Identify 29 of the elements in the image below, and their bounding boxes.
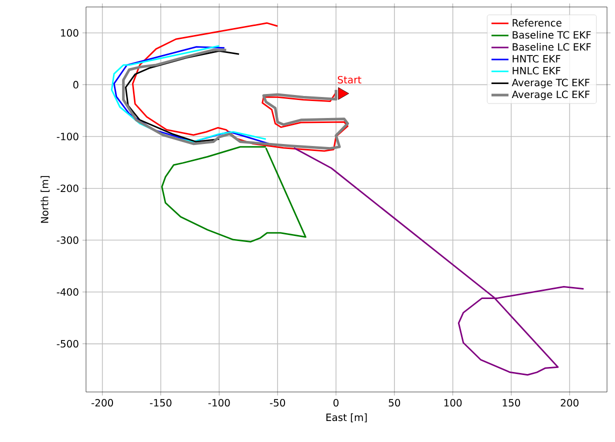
- legend-label: Baseline TC EKF: [512, 30, 591, 39]
- y-tick-label: -200: [56, 184, 78, 192]
- legend-label: Average LC EKF: [512, 90, 590, 100]
- y-tick-label: 0: [73, 80, 78, 88]
- y-tick-label: -100: [56, 132, 78, 140]
- y-tick-label: -300: [56, 236, 78, 244]
- x-tick-label: -50: [270, 398, 286, 407]
- y-axis-title: North [m]: [40, 176, 50, 223]
- line-series: [293, 147, 584, 376]
- x-tick-label: -200: [92, 398, 114, 407]
- line-series: [124, 50, 240, 142]
- x-tick-label: 100: [444, 398, 462, 407]
- x-tick-label: -100: [208, 398, 230, 407]
- y-tick-label: 100: [61, 29, 78, 37]
- x-tick-label: -150: [150, 398, 172, 407]
- x-tick-label: 200: [560, 398, 578, 407]
- legend-label: Reference: [512, 18, 562, 27]
- y-tick-label: -500: [56, 340, 78, 348]
- x-axis-title: East [m]: [326, 413, 367, 422]
- legend-label: Baseline LC EKF: [512, 42, 591, 51]
- x-tick-label: 150: [502, 398, 520, 407]
- legend-label: Average TC EKF: [512, 78, 590, 88]
- annotation: Start: [338, 76, 362, 84]
- y-tick-label: -400: [56, 288, 78, 296]
- line-series: [161, 146, 306, 242]
- legend-label: HNTC EKF: [512, 55, 560, 63]
- x-tick-label: 50: [388, 398, 400, 407]
- legend-label: HNLC EKF: [512, 66, 560, 74]
- x-tick-label: 0: [333, 398, 339, 407]
